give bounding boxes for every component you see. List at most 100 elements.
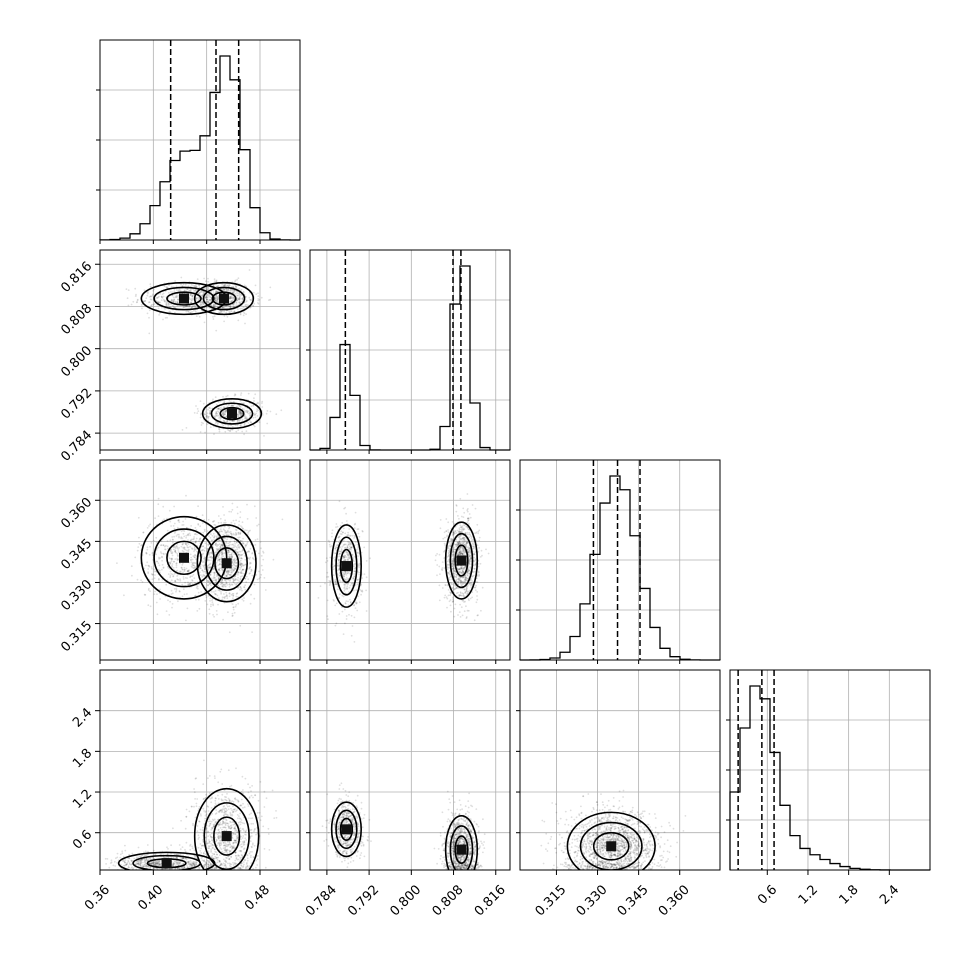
scatter-point xyxy=(215,528,218,530)
scatter-point xyxy=(357,532,360,535)
scatter-point xyxy=(205,414,208,417)
scatter-point xyxy=(209,582,212,585)
scatter-point xyxy=(212,576,215,579)
scatter-point xyxy=(467,508,469,510)
scatter-point xyxy=(356,551,359,554)
scatter-point xyxy=(205,861,208,864)
scatter-point xyxy=(244,417,246,420)
scatter-point xyxy=(194,526,197,529)
scatter-point xyxy=(464,532,467,534)
scatter-point xyxy=(216,558,219,560)
scatter-point xyxy=(466,509,469,511)
scatter-point xyxy=(237,412,240,415)
scatter-point xyxy=(244,544,247,546)
scatter-point xyxy=(190,307,193,309)
scatter-point xyxy=(240,570,243,573)
scatter-point xyxy=(334,547,337,550)
scatter-point xyxy=(463,543,466,546)
scatter-point xyxy=(166,547,169,550)
scatter-point xyxy=(250,569,253,572)
scatter-point xyxy=(241,553,244,556)
scatter-point xyxy=(218,411,220,413)
scatter-point xyxy=(471,576,473,578)
scatter-point xyxy=(169,549,172,551)
scatter-point xyxy=(168,284,170,287)
scatter-point xyxy=(216,584,219,587)
scatter-point xyxy=(233,305,236,308)
scatter-point xyxy=(447,572,450,575)
scatter-point xyxy=(217,564,220,566)
scatter-point xyxy=(174,579,177,582)
scatter-point xyxy=(477,532,479,535)
scatter-point xyxy=(228,300,231,303)
scatter-point xyxy=(168,614,171,616)
scatter-point xyxy=(465,544,467,547)
scatter-point xyxy=(269,286,272,289)
scatter-point xyxy=(207,564,209,567)
scatter-point xyxy=(450,563,453,565)
scatter-point xyxy=(264,589,267,591)
scatter-point xyxy=(188,583,191,586)
scatter-point xyxy=(233,569,236,572)
scatter-point xyxy=(463,548,465,551)
scatter-point xyxy=(161,296,163,299)
scatter-point xyxy=(346,546,349,548)
scatter-point xyxy=(353,575,356,578)
scatter-point xyxy=(215,329,218,332)
scatter-point xyxy=(203,291,206,294)
scatter-point xyxy=(145,297,148,300)
scatter-point xyxy=(338,536,341,538)
scatter-point xyxy=(199,303,202,306)
scatter-point xyxy=(194,594,197,597)
scatter-point xyxy=(239,588,241,591)
scatter-point xyxy=(162,295,165,298)
scatter-point xyxy=(358,562,361,565)
scatter-point xyxy=(172,567,175,569)
scatter-point xyxy=(209,562,212,565)
scatter-point xyxy=(324,582,326,585)
scatter-point xyxy=(226,538,229,541)
scatter-point xyxy=(220,521,223,524)
scatter-point xyxy=(250,299,253,302)
scatter-point xyxy=(183,570,186,573)
scatter-point xyxy=(182,524,185,526)
scatter-point xyxy=(217,544,220,546)
scatter-point xyxy=(242,291,245,294)
scatter-point xyxy=(222,288,225,291)
scatter-point xyxy=(231,502,234,505)
contour-level-1 xyxy=(210,402,254,425)
scatter-point xyxy=(439,519,442,521)
scatter-point xyxy=(166,286,169,288)
scatter-point xyxy=(171,558,174,561)
scatter-point xyxy=(337,558,340,561)
scatter-point xyxy=(224,583,227,585)
scatter-point xyxy=(201,295,204,297)
scatter-point xyxy=(206,842,209,845)
scatter-point xyxy=(459,542,462,545)
scatter-point xyxy=(452,569,455,572)
scatter-point xyxy=(127,304,130,307)
scatter-point xyxy=(347,534,349,537)
scatter-point xyxy=(471,575,474,578)
scatter-point xyxy=(179,579,182,582)
scatter-point xyxy=(452,567,455,570)
scatter-point xyxy=(243,552,246,555)
contour-level-1 xyxy=(202,286,246,311)
scatter-point xyxy=(239,411,242,413)
scatter-point xyxy=(477,530,480,533)
scatter-point xyxy=(175,289,178,291)
scatter-point xyxy=(248,269,251,271)
scatter-point xyxy=(245,575,248,578)
scatter-point xyxy=(246,529,248,532)
scatter-point xyxy=(459,553,461,556)
scatter-point xyxy=(206,294,209,296)
scatter-point xyxy=(205,286,208,289)
scatter-point xyxy=(210,304,213,307)
scatter-point xyxy=(348,586,351,589)
scatter-point xyxy=(225,311,228,314)
scatter-point xyxy=(458,553,461,556)
scatter-point xyxy=(218,552,221,555)
scatter-point xyxy=(241,564,244,567)
scatter-point xyxy=(451,583,454,586)
contour-level-1 xyxy=(153,528,215,588)
